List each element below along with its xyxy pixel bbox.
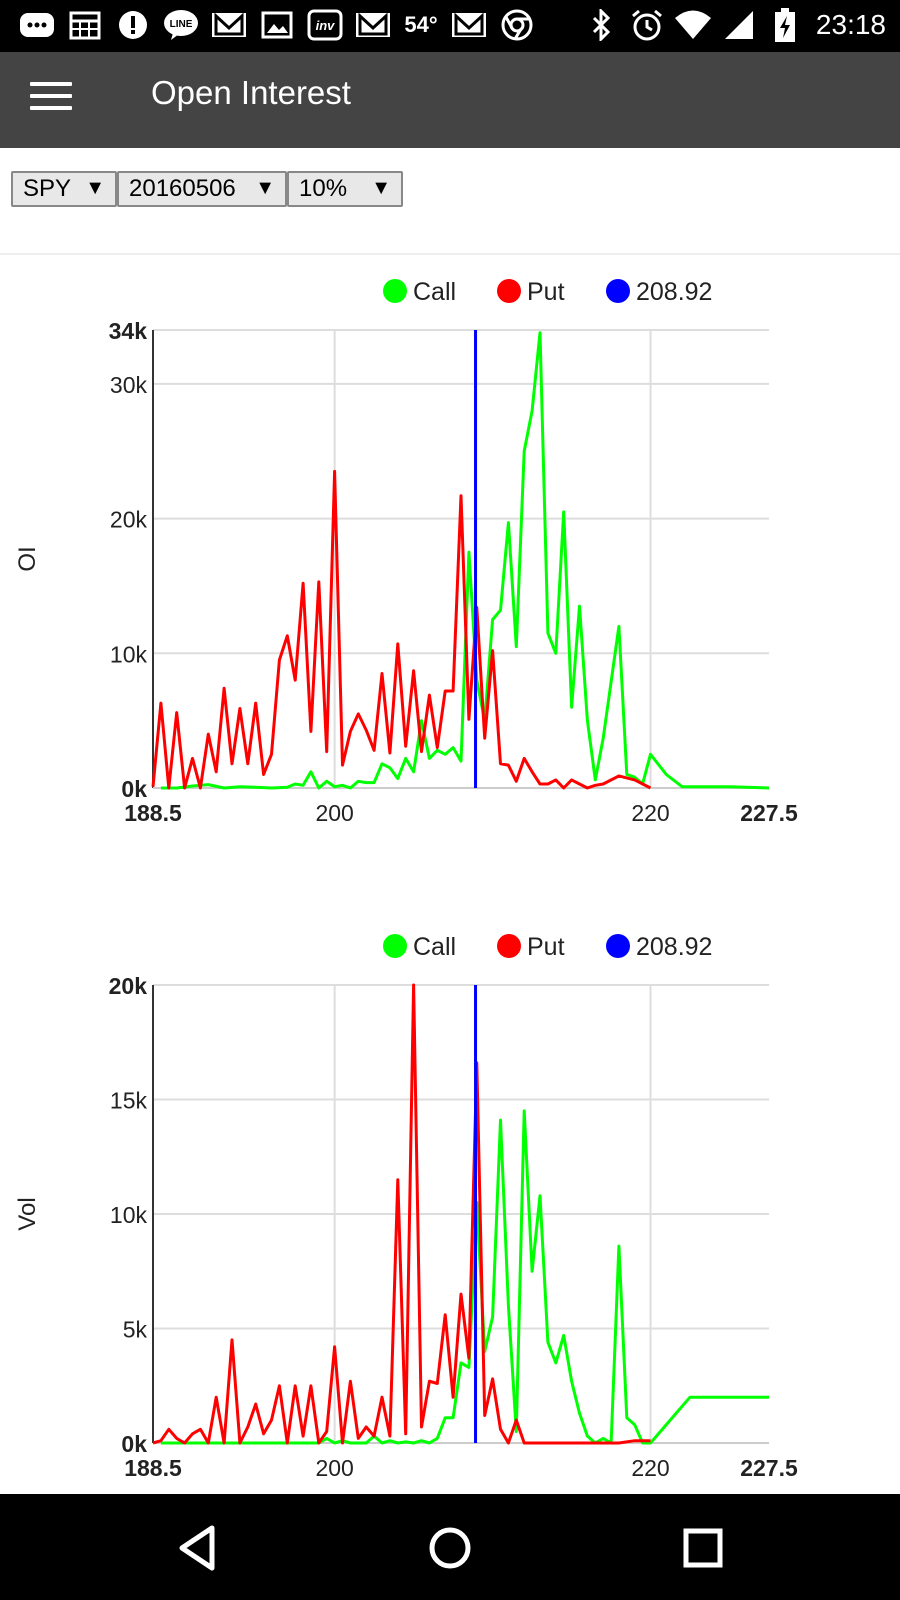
legend-swatch-0 — [383, 934, 407, 958]
y-tick-label: 30k — [110, 372, 148, 398]
svg-text:inv: inv — [316, 18, 336, 33]
x-tick-label: 200 — [315, 1455, 353, 1481]
y-tick-label: 15k — [110, 1088, 148, 1114]
bluetooth-icon — [582, 8, 620, 42]
series-line-put — [152, 983, 651, 1445]
page-title: Open Interest — [151, 74, 351, 111]
system-icons: 23:18 — [582, 8, 886, 42]
y-tick-label: 0k — [121, 776, 147, 802]
y-tick-label: 34k — [109, 318, 148, 344]
chevron-down-icon: ▼ — [255, 177, 275, 199]
volume-chart: Call Put 208.92 0k 5k 10k 15k 20k 188.5 200 220 227… — [0, 910, 900, 1510]
legend-label: Put — [527, 278, 565, 306]
alarm-icon — [628, 8, 666, 42]
y-axis-label: Vol — [14, 1197, 41, 1230]
symbol-select[interactable]: SPY ▼ — [11, 171, 117, 207]
series-line-call — [160, 331, 770, 790]
legend-label: 208.92 — [636, 278, 712, 306]
x-tick-label: 220 — [631, 800, 669, 826]
open-interest-chart: Call Put 208.92 0k 10k 20k 30k 34k 188.5 200 220 22… — [0, 255, 900, 855]
gmail-icon — [210, 8, 248, 42]
expiry-select[interactable]: 20160506 ▼ — [117, 171, 287, 207]
x-tick-label: 188.5 — [124, 1455, 182, 1481]
legend-swatch-1 — [497, 279, 521, 303]
image-icon — [258, 8, 296, 42]
line-icon: LINE — [162, 8, 200, 42]
recents-icon[interactable] — [673, 1518, 733, 1578]
chevron-down-icon: ▼ — [371, 177, 391, 199]
status-bar: LINE inv 54° — [0, 0, 900, 52]
hamburger-menu-icon[interactable] — [30, 82, 72, 118]
calendar-icon — [66, 8, 104, 42]
temperature-readout: 54° — [404, 12, 438, 37]
alert-icon — [114, 8, 152, 42]
chevron-down-icon: ▼ — [85, 177, 105, 199]
investing-icon: inv — [306, 8, 344, 42]
x-tick-label: 188.5 — [124, 800, 182, 826]
navigation-bar — [0, 1494, 900, 1600]
series-line-put — [151, 469, 652, 790]
y-axis-label: OI — [14, 546, 41, 571]
clock: 23:18 — [815, 9, 886, 40]
series-line-call — [160, 1109, 769, 1445]
range-value: 10% — [299, 175, 348, 202]
y-tick-label: 10k — [110, 641, 148, 667]
legend-label: Call — [413, 933, 456, 961]
chat-icon — [18, 8, 56, 42]
legend-swatch-2 — [606, 934, 630, 958]
gmail-icon — [450, 8, 488, 42]
legend-label: 208.92 — [636, 933, 712, 961]
legend-label: Call — [413, 278, 456, 306]
notification-icons: LINE inv 54° — [18, 8, 536, 42]
y-tick-label: 20k — [110, 507, 148, 533]
x-tick-label: 227.5 — [740, 800, 798, 826]
legend-label: Put — [527, 933, 565, 961]
y-tick-label: 0k — [121, 1431, 147, 1457]
filter-controls: SPY ▼ 20160506 ▼ 10% ▼ — [11, 171, 403, 207]
home-icon[interactable] — [420, 1518, 480, 1578]
legend-swatch-0 — [383, 279, 407, 303]
legend-swatch-2 — [606, 279, 630, 303]
back-icon[interactable] — [168, 1518, 228, 1578]
legend-swatch-1 — [497, 934, 521, 958]
volume-chart-svg: Call Put 208.92 0k 5k 10k 15k 20k 188.5 200 220 227… — [14, 933, 798, 1481]
range-select[interactable]: 10% ▼ — [287, 171, 403, 207]
symbol-value: SPY — [23, 175, 72, 202]
expiry-value: 20160506 — [129, 175, 236, 202]
y-tick-label: 5k — [123, 1317, 148, 1343]
y-tick-label: 10k — [110, 1202, 148, 1228]
x-tick-label: 227.5 — [740, 1455, 798, 1481]
signal-icon — [720, 8, 758, 42]
svg-text:LINE: LINE — [170, 19, 193, 30]
x-tick-label: 200 — [315, 800, 353, 826]
chrome-icon — [498, 8, 536, 42]
divider — [0, 253, 900, 255]
x-tick-label: 220 — [631, 1455, 669, 1481]
open-interest-chart-svg: Call Put 208.92 0k 10k 20k 30k 34k 188.5 200 220 22… — [14, 278, 798, 826]
app-bar: Open Interest — [0, 52, 900, 148]
wifi-icon — [674, 8, 712, 42]
battery-charging-icon — [766, 8, 804, 42]
gmail-icon — [354, 8, 392, 42]
y-tick-label: 20k — [109, 973, 148, 999]
